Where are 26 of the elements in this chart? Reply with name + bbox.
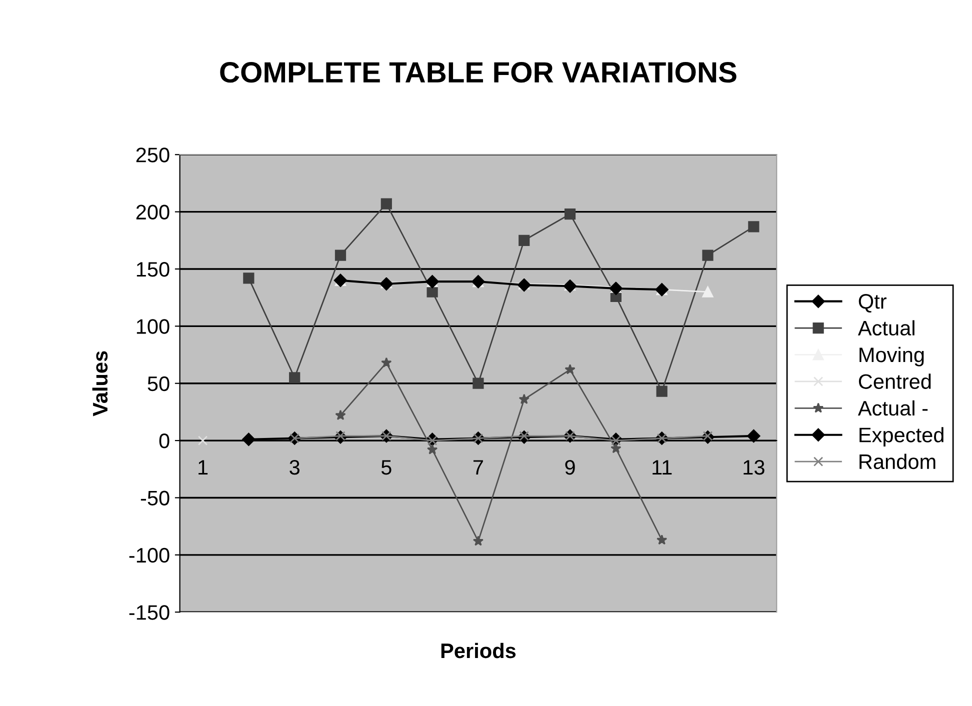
y-tick-label: 150 (136, 262, 170, 277)
x-tick-label: 13 (744, 460, 764, 475)
y-tick-label: 200 (136, 204, 170, 220)
x-tick-label: 11 (652, 460, 672, 475)
x-tick-label: 7 (474, 460, 483, 475)
y-tick-label: 50 (148, 376, 170, 392)
y-tick-label: -150 (129, 605, 170, 620)
legend-label: Moving (860, 346, 924, 366)
y-axis-title: Values (92, 351, 108, 416)
legend-label: Qtr (858, 294, 886, 313)
y-tick-label: -50 (140, 490, 170, 506)
y-tick-label: 250 (136, 148, 170, 162)
x-tick-label: 9 (565, 460, 575, 475)
legend-label: Centred (858, 374, 931, 389)
legend-label: Expected (860, 427, 944, 446)
x-tick-label: 5 (381, 460, 392, 475)
legend-label: Random (860, 454, 936, 470)
x-tick-label: 1 (198, 460, 208, 475)
x-axis-title: Periods (441, 642, 516, 658)
x-tick-label: 3 (290, 460, 300, 475)
y-tick-label: 100 (136, 319, 170, 334)
legend-label: Actual (858, 320, 914, 336)
legend-label: Actual - (858, 400, 928, 416)
y-tick-label: -100 (129, 548, 170, 563)
y-tick-label: 0 (159, 434, 170, 448)
chart-title: COMPLETE TABLE FOR VARIATIONS (220, 62, 736, 83)
